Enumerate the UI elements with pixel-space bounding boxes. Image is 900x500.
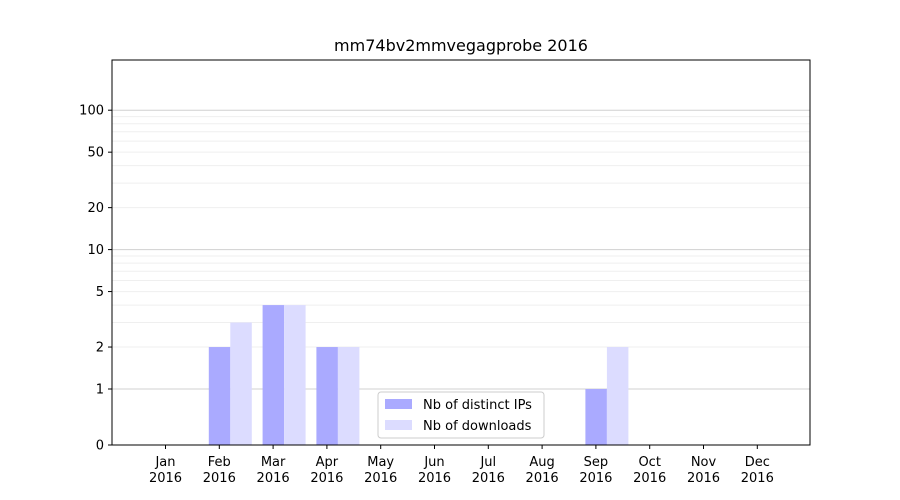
y-tick-label: 20 bbox=[87, 201, 104, 216]
bar-downloads bbox=[284, 305, 306, 445]
bar-distinct-ips bbox=[208, 347, 231, 445]
bar-distinct-ips bbox=[262, 305, 285, 445]
x-tick-label-month: Jun bbox=[423, 455, 444, 470]
x-tick-label-month: Jan bbox=[154, 455, 175, 470]
bar-downloads bbox=[230, 322, 252, 445]
y-tick-label: 1 bbox=[96, 383, 104, 398]
bar-downloads bbox=[606, 347, 629, 445]
x-tick-label-month: Apr bbox=[316, 455, 339, 470]
bars bbox=[208, 305, 629, 445]
y-tick-label: 50 bbox=[87, 146, 104, 161]
x-tick-label-month: Nov bbox=[691, 455, 717, 470]
x-tick-label-month: Mar bbox=[261, 455, 286, 470]
x-tick-label-month: May bbox=[367, 455, 394, 470]
legend-swatch bbox=[385, 420, 412, 430]
x-tick-label-year: 2016 bbox=[203, 471, 236, 486]
x-tick-label-year: 2016 bbox=[257, 471, 290, 486]
x-tick-label-month: Feb bbox=[208, 455, 231, 470]
y-tick-label: 2 bbox=[96, 341, 104, 356]
x-tick-label-year: 2016 bbox=[364, 471, 397, 486]
x-tick-label-month: Jul bbox=[479, 455, 496, 470]
x-tick-label-month: Sep bbox=[584, 455, 609, 470]
y-tick-label: 100 bbox=[79, 104, 104, 119]
x-tick-label-year: 2016 bbox=[418, 471, 451, 486]
chart-title: mm74bv2mmvegagprobe 2016 bbox=[334, 36, 588, 55]
y-tick-label: 0 bbox=[96, 439, 104, 454]
x-tick-label-month: Dec bbox=[745, 455, 770, 470]
grid-lines bbox=[112, 109, 810, 390]
x-tick-label-year: 2016 bbox=[633, 471, 666, 486]
plot-frame bbox=[111, 59, 811, 446]
y-tick-label: 10 bbox=[87, 243, 104, 258]
x-tick-label-year: 2016 bbox=[687, 471, 720, 486]
y-tick-label: 5 bbox=[96, 285, 104, 300]
x-tick-label-year: 2016 bbox=[472, 471, 505, 486]
x-tick-label-year: 2016 bbox=[310, 471, 343, 486]
bar-downloads bbox=[337, 347, 360, 445]
bar-distinct-ips bbox=[316, 347, 338, 445]
x-tick-label-month: Aug bbox=[529, 455, 554, 470]
x-axis: Jan2016Feb2016Mar2016Apr2016May2016Jun20… bbox=[149, 445, 774, 486]
y-axis: 0 1 2 5 10 20 50 100 bbox=[79, 104, 112, 454]
x-tick-label-year: 2016 bbox=[526, 471, 559, 486]
legend-label: Nb of downloads bbox=[423, 419, 532, 434]
legend-swatch bbox=[385, 399, 412, 409]
x-tick-label-month: Oct bbox=[638, 455, 660, 470]
bar-distinct-ips bbox=[585, 389, 607, 445]
legend-box bbox=[377, 391, 545, 439]
legend-label: Nb of distinct IPs bbox=[423, 398, 532, 413]
x-tick-label-year: 2016 bbox=[741, 471, 774, 486]
legend: Nb of distinct IPs Nb of downloads bbox=[377, 391, 545, 439]
x-tick-label-year: 2016 bbox=[579, 471, 612, 486]
x-tick-label-year: 2016 bbox=[149, 471, 182, 486]
